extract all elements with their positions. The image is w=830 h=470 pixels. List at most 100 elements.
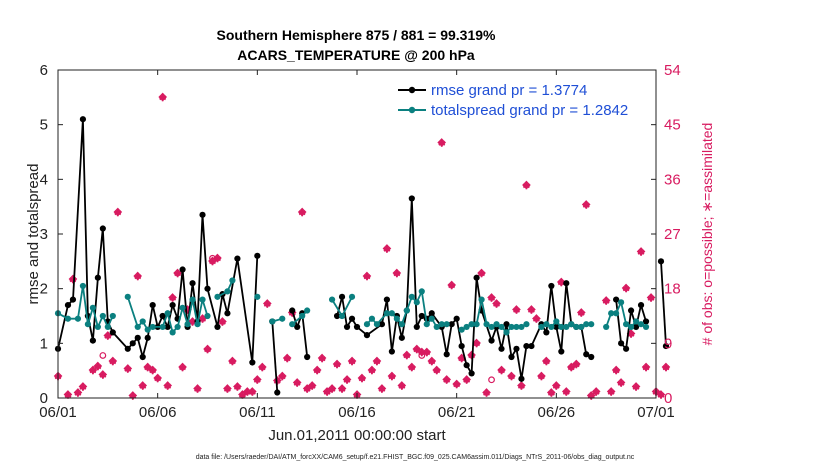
- obs-possible-marker: ❖: [78, 382, 88, 394]
- obs-possible-open-marker: [99, 352, 107, 359]
- obs-assimilated-marker: ✱: [313, 366, 321, 376]
- obs-assimilated-marker: ✱: [572, 360, 580, 370]
- obs-possible-marker: ❖: [636, 247, 646, 259]
- totalspread-point: [174, 323, 181, 331]
- obs-assimilated-marker: ✱: [398, 381, 406, 391]
- totalspread-point: [99, 312, 106, 320]
- obs-assimilated-marker: ✱: [298, 208, 306, 218]
- y-tick-label: 5: [40, 117, 48, 134]
- totalspread-point: [224, 288, 231, 295]
- obs-possible-marker: ❖: [377, 383, 387, 395]
- x-tick-label: 06/06: [139, 404, 177, 421]
- totalspread-point: [548, 323, 555, 331]
- y-axis-right: 0 9 18 27 36 45 54: [651, 62, 681, 407]
- totalspread-point: [413, 299, 420, 306]
- obs-possible-marker: ❖: [412, 344, 422, 356]
- x-axis: 06/01 06/06 06/11 06/16 06/21 06/26 07/01: [39, 70, 675, 421]
- legend: rmse grand pr = 1.3774 totalspread grand…: [393, 76, 653, 124]
- obs-assimilated-marker: ✱: [229, 357, 237, 367]
- obs-possible-marker: ❖: [432, 365, 442, 377]
- obs-assimilated-marker: ✱: [273, 376, 281, 386]
- totalspread-point: [508, 323, 515, 331]
- totalspread-point: [144, 326, 151, 333]
- rmse-point: [543, 329, 550, 336]
- rmse-point: [204, 285, 211, 292]
- rmse-point: [548, 282, 555, 290]
- legend-spread-marker: [408, 106, 416, 114]
- legend-spread-label: totalspread grand pr = 1.2842: [431, 102, 628, 119]
- rmse-point: [79, 116, 87, 123]
- totalspread-point: [149, 323, 156, 331]
- rmse-point: [343, 323, 351, 331]
- obs-possible-marker: ❖: [492, 298, 502, 310]
- obs-count-layer: ❖✱❖✱❖✱❖✱❖✱❖✱❖✱❖✱❖✱❖✱❖✱❖✱❖✱❖✱❖✱❖✱❖✱❖✱❖✱❖✱…: [53, 92, 671, 403]
- y-right-tick-label: 0: [664, 390, 672, 407]
- rmse-point: [558, 348, 565, 355]
- obs-possible-marker: ❖: [237, 389, 247, 401]
- obs-assimilated-marker: ✱: [607, 387, 615, 397]
- obs-assimilated-marker: ✱: [323, 387, 331, 397]
- rmse-point: [164, 323, 171, 331]
- obs-possible-marker: ❖: [138, 380, 148, 392]
- obs-possible-open-marker: [209, 254, 216, 262]
- totalspread-point: [408, 293, 415, 300]
- obs-assimilated-marker: ✱: [408, 363, 416, 373]
- obs-possible-marker: ❖: [148, 365, 158, 377]
- rmse-point: [518, 375, 525, 382]
- totalspread-point: [513, 323, 520, 331]
- obs-possible-marker: ❖: [357, 373, 367, 385]
- rmse-point: [179, 266, 186, 273]
- obs-possible-marker: ❖: [103, 331, 113, 343]
- obs-possible-marker: ❖: [407, 362, 417, 374]
- obs-possible-marker: ❖: [462, 374, 472, 386]
- totalspread-point: [79, 282, 87, 290]
- obs-possible-marker: ❖: [626, 329, 636, 341]
- obs-possible-marker: ❖: [247, 386, 257, 398]
- data-file-footnote: data file: /Users/raeder/DAI/ATM_forcXX/…: [196, 454, 635, 461]
- rmse-point: [498, 345, 505, 352]
- obs-possible-marker: ❖: [123, 363, 133, 375]
- rmse-point: [618, 340, 625, 347]
- totalspread-point: [124, 293, 131, 300]
- obs-assimilated-marker: ✱: [204, 345, 212, 355]
- rmse-point: [169, 301, 176, 309]
- totalspread-point: [328, 296, 336, 303]
- obs-assimilated-marker: ✱: [563, 387, 571, 397]
- obs-assimilated-marker: ✱: [283, 354, 291, 364]
- rmse-point: [583, 351, 590, 358]
- obs-assimilated-marker: ✱: [473, 339, 481, 349]
- obs-possible-marker: ❖: [611, 365, 621, 377]
- rmse-point: [463, 362, 470, 369]
- obs-assimilated-marker: ✱: [523, 181, 531, 191]
- obs-assimilated-marker: ✱: [403, 351, 411, 361]
- totalspread-point: [573, 323, 580, 331]
- totalspread-point: [214, 293, 221, 300]
- obs-assimilated-marker: ✱: [463, 375, 471, 385]
- rmse-point: [563, 280, 570, 287]
- obs-assimilated-marker: ✱: [428, 357, 436, 367]
- rmse-line: [336, 198, 592, 380]
- obs-assimilated-marker: ✱: [149, 366, 157, 376]
- rmse-point: [224, 310, 231, 317]
- obs-possible-marker: ❖: [482, 388, 492, 400]
- obs-assimilated-marker: ✱: [582, 200, 590, 210]
- totalspread-point: [498, 323, 505, 331]
- rmse-point: [408, 195, 415, 202]
- obs-possible-marker: ❖: [198, 314, 208, 326]
- rmse-line: [291, 310, 309, 358]
- totalspread-point: [398, 321, 405, 328]
- obs-assimilated-marker: ✱: [194, 384, 202, 394]
- obs-assimilated-marker: ✱: [109, 357, 117, 367]
- y-right-tick-label: 18: [664, 281, 681, 298]
- obs-assimilated-marker: ✱: [647, 293, 655, 303]
- obs-assimilated-marker: ✱: [612, 366, 620, 376]
- totalspread-point: [603, 323, 610, 331]
- y-tick-label: 1: [40, 335, 48, 352]
- totalspread-point: [473, 321, 480, 328]
- rmse-point: [89, 337, 96, 344]
- obs-possible-marker: ❖: [337, 383, 347, 395]
- obs-assimilated-marker: ✱: [154, 374, 162, 384]
- obs-assimilated-marker: ✱: [338, 384, 346, 394]
- obs-possible-marker: ❖: [322, 386, 332, 398]
- obs-assimilated-marker: ✱: [293, 378, 301, 388]
